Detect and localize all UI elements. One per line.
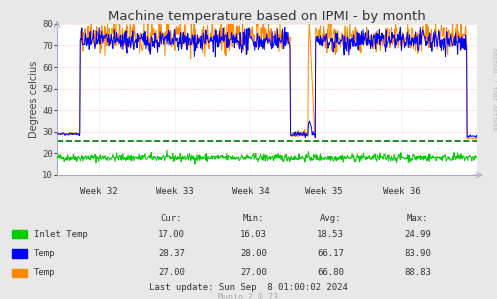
Text: Temp: Temp [34,269,55,277]
Text: 17.00: 17.00 [158,230,185,239]
Text: 16.03: 16.03 [240,230,267,239]
Text: Week 36: Week 36 [383,187,420,196]
Text: Week 33: Week 33 [156,187,193,196]
Text: Min:: Min: [243,214,264,223]
Text: 66.17: 66.17 [317,249,344,258]
Text: Week 32: Week 32 [81,187,118,196]
Text: Cur:: Cur: [161,214,182,223]
Text: Week 35: Week 35 [305,187,342,196]
Text: 66.80: 66.80 [317,269,344,277]
Text: 28.37: 28.37 [158,249,185,258]
Text: Max:: Max: [407,214,428,223]
Text: 27.00: 27.00 [240,269,267,277]
Text: Last update: Sun Sep  8 01:00:02 2024: Last update: Sun Sep 8 01:00:02 2024 [149,283,348,292]
Text: Avg:: Avg: [320,214,341,223]
Title: Machine temperature based on IPMI - by month: Machine temperature based on IPMI - by m… [108,10,426,23]
Text: Week 34: Week 34 [232,187,269,196]
Text: 88.83: 88.83 [404,269,431,277]
Y-axis label: Degrees celcius: Degrees celcius [29,61,39,138]
Text: 28.00: 28.00 [240,249,267,258]
Text: RRDTOOL / TOBI OETIKER: RRDTOOL / TOBI OETIKER [491,48,496,131]
Text: 24.99: 24.99 [404,230,431,239]
Text: 18.53: 18.53 [317,230,344,239]
Text: Temp: Temp [34,249,55,258]
Text: Inlet Temp: Inlet Temp [34,230,87,239]
Text: 83.90: 83.90 [404,249,431,258]
Text: Munin 2.0.73: Munin 2.0.73 [219,294,278,299]
Text: 27.00: 27.00 [158,269,185,277]
